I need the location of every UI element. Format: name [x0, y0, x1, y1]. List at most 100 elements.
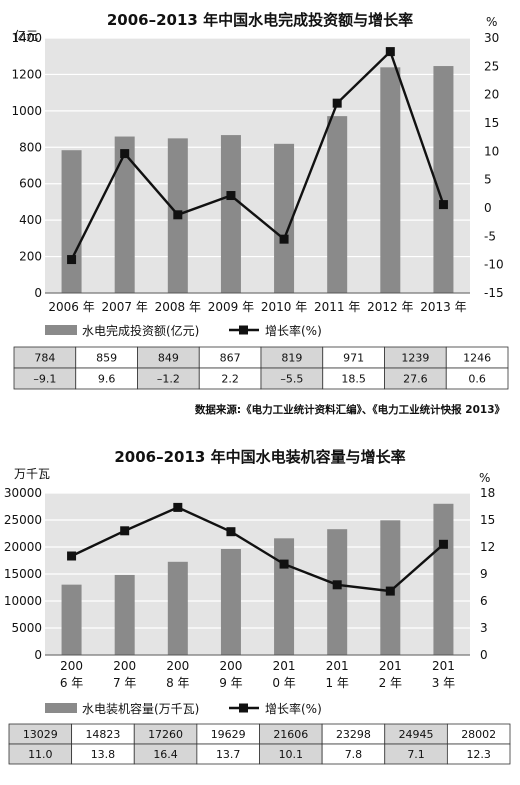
table-cell-value: 17260: [148, 728, 183, 741]
x-tick-label: 200: [60, 659, 83, 673]
y-left-tick-label: 800: [19, 140, 42, 154]
table-cell-value: –9.1: [33, 373, 56, 386]
table-cell-value: 7.1: [407, 748, 425, 761]
plot-area: [45, 38, 470, 293]
x-tick-label: 8 年: [166, 676, 189, 690]
y-right-tick-label: 10: [484, 144, 499, 158]
x-tick-label: 7 年: [113, 676, 136, 690]
y-left-tick-label: 5000: [11, 621, 42, 635]
bar: [220, 135, 241, 293]
y-left-unit: 万千瓦: [14, 467, 50, 481]
y-right-tick-label: 20: [484, 88, 499, 102]
x-tick-label: 2007 年: [102, 300, 148, 314]
y-right-tick-label: 0: [480, 648, 488, 662]
y-right-tick-label: 15: [484, 116, 499, 130]
growth-point: [173, 502, 183, 512]
growth-line: [70, 49, 445, 261]
x-tick-label: 2013 年: [420, 300, 466, 314]
y-left-tick-label: 0: [34, 648, 42, 662]
y-left-tick-label: 400: [19, 213, 42, 227]
x-tick-label: 2012 年: [367, 300, 413, 314]
table-cell-value: 1239: [401, 352, 429, 365]
table-cell-value: 849: [158, 352, 179, 365]
y-left-tick-label: 1200: [11, 67, 42, 81]
table-cell-value: –1.2: [157, 373, 180, 386]
bar: [327, 116, 348, 293]
x-tick-label: 2010 年: [261, 300, 307, 314]
x-tick-label: 2008 年: [155, 300, 201, 314]
table-cell-value: 1246: [463, 352, 491, 365]
legend-line-label: 增长率(%): [265, 701, 322, 716]
y-right-tick-label: 0: [484, 201, 492, 215]
table-cell-value: 27.6: [403, 373, 428, 386]
bar: [274, 143, 295, 293]
bar: [61, 584, 82, 655]
growth-point: [438, 200, 448, 210]
table-cell-value: 867: [220, 352, 241, 365]
table-cell-value: 9.6: [98, 373, 116, 386]
growth-point: [120, 149, 130, 159]
growth-point: [438, 539, 448, 549]
table-cell-value: 24945: [399, 728, 434, 741]
growth-point: [385, 47, 395, 57]
legend-bar-swatch: [45, 703, 77, 713]
x-tick-label: 201: [432, 659, 455, 673]
bar: [433, 66, 454, 293]
x-tick-label: 9 年: [219, 676, 242, 690]
y-left-tick-label: 15000: [4, 567, 42, 581]
y-right-tick-label: 15: [480, 513, 495, 527]
table-cell-value: 0.6: [468, 373, 486, 386]
x-tick-label: 200: [166, 659, 189, 673]
table-cell-value: 16.4: [153, 748, 178, 761]
bar: [61, 150, 82, 293]
y-right-tick-label: 18: [480, 486, 495, 500]
legend-line-label: 增长率(%): [265, 323, 322, 338]
y-right-tick-label: 30: [484, 31, 499, 45]
table-cell-value: 18.5: [341, 373, 366, 386]
growth-point: [279, 559, 289, 569]
growth-point: [67, 255, 77, 265]
x-tick-label: 201: [273, 659, 296, 673]
y-right-tick-label: 3: [480, 621, 488, 635]
growth-point: [120, 526, 130, 536]
bar: [380, 67, 401, 293]
y-left-tick-label: 25000: [4, 513, 42, 527]
x-tick-label: 2009 年: [208, 300, 254, 314]
table-cell-value: 13029: [23, 728, 58, 741]
table-cell-value: 13.7: [216, 748, 241, 761]
x-tick-label: 1 年: [325, 676, 348, 690]
x-tick-label: 0 年: [272, 676, 295, 690]
table-cell-value: 14823: [85, 728, 120, 741]
growth-point: [226, 191, 236, 201]
growth-point: [332, 98, 342, 108]
y-left-tick-label: 600: [19, 177, 42, 191]
bar: [274, 538, 295, 655]
bar: [167, 561, 188, 655]
x-tick-label: 200: [113, 659, 136, 673]
table-cell-value: 12.3: [466, 748, 491, 761]
table-cell-value: 10.1: [279, 748, 304, 761]
table-cell-value: 19629: [211, 728, 246, 741]
y-right-unit: %: [479, 471, 490, 485]
table-cell: [446, 743, 511, 765]
table-cell-value: 2.2: [221, 373, 239, 386]
y-left-tick-label: 200: [19, 250, 42, 264]
table-cell: [445, 367, 509, 390]
bar: [220, 549, 241, 655]
table-cell-value: 784: [34, 352, 55, 365]
x-tick-label: 2006 年: [48, 300, 94, 314]
chart-title: 2006–2013 年中国水电完成投资额与增长率: [107, 11, 413, 29]
x-tick-label: 201: [379, 659, 402, 673]
y-right-tick-label: 9: [480, 567, 488, 581]
growth-point: [67, 551, 77, 561]
y-right-tick-label: 25: [484, 59, 499, 73]
bar: [433, 503, 454, 655]
table-cell-value: –5.5: [280, 373, 303, 386]
x-tick-label: 2 年: [379, 676, 402, 690]
y-right-tick-label: 6: [480, 594, 488, 608]
table-cell-value: 23298: [336, 728, 371, 741]
table-cell-value: 11.0: [28, 748, 53, 761]
growth-line: [71, 506, 445, 593]
y-left-unit: 亿元: [14, 28, 38, 43]
